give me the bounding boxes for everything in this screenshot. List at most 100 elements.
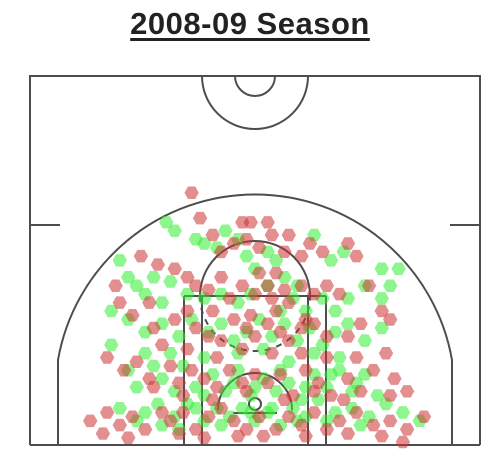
shot-marker-1-87: [260, 376, 275, 390]
shot-marker-0-23: [180, 287, 195, 301]
shot-marker-1-37: [108, 279, 123, 292]
shot-marker-1-4: [243, 216, 258, 229]
shot-marker-0-16: [374, 262, 389, 276]
shot-marker-0-79: [281, 376, 296, 390]
shot-marker-1-137: [298, 429, 313, 443]
shot-marker-1-29: [277, 283, 292, 297]
shot-marker-1-20: [150, 258, 166, 271]
shot-marker-1-97: [399, 385, 415, 398]
shot-marker-1-17: [268, 266, 284, 280]
shot-marker-0-72: [188, 380, 204, 394]
center-circle: [201, 75, 309, 130]
shot-marker-1-122: [306, 406, 322, 419]
shot-marker-0-39: [154, 296, 170, 309]
shot-marker-1-114: [201, 410, 216, 423]
shot-marker-1-116: [226, 414, 242, 428]
shot-marker-0-87: [146, 359, 161, 373]
shot-marker-1-42: [243, 309, 258, 322]
shot-marker-1-124: [332, 414, 347, 428]
shot-marker-1-50: [188, 321, 204, 335]
shot-marker-0-96: [370, 389, 385, 402]
shot-marker-1-99: [175, 389, 191, 402]
shot-marker-1-134: [197, 431, 212, 445]
shot-marker-1-60: [306, 317, 322, 330]
shot-marker-1-98: [146, 380, 161, 394]
shot-marker-1-127: [383, 414, 398, 428]
shot-marker-1-75: [99, 351, 115, 364]
shot-marker-0-67: [104, 338, 119, 352]
shot-marker-1-102: [277, 393, 292, 407]
shot-marker-0-94: [323, 368, 339, 381]
shot-marker-1-129: [416, 410, 432, 423]
shot-marker-1-15: [315, 245, 330, 259]
shot-marker-1-24: [214, 271, 229, 284]
shot-marker-1-23: [201, 283, 216, 297]
shot-marker-0-20: [129, 279, 144, 292]
shot-marker-1-58: [281, 334, 296, 347]
shot-marker-1-132: [121, 431, 136, 445]
shot-marker-1-61: [319, 330, 335, 343]
shot-marker-0-47: [214, 317, 229, 330]
shot-marker-1-36: [361, 279, 377, 292]
shot-marker-1-103: [306, 385, 322, 398]
shot-marker-1-111: [163, 414, 178, 428]
shot-marker-1-57: [273, 325, 288, 339]
shot-marker-1-135: [230, 429, 246, 443]
shot-marker-1-86: [247, 368, 263, 381]
shot-marker-1-13: [281, 228, 296, 242]
shot-marker-1-54: [239, 321, 254, 335]
shot-marker-0-18: [112, 254, 127, 267]
shot-marker-1-3: [260, 216, 275, 229]
shot-marker-1-49: [180, 304, 195, 318]
shot-marker-1-80: [171, 376, 187, 390]
shot-marker-1-56: [260, 317, 275, 330]
shot-marker-0-60: [163, 347, 178, 360]
shot-marker-0-86: [129, 380, 144, 394]
shot-marker-0-21: [146, 271, 161, 284]
shot-marker-1-64: [374, 304, 389, 318]
shot-marker-1-107: [112, 418, 127, 432]
shot-marker-1-12: [252, 241, 267, 254]
shot-marker-0-48: [226, 334, 242, 347]
shot-marker-0-70: [154, 372, 170, 385]
shot-marker-1-110: [154, 406, 170, 419]
shot-marker-1-44: [281, 296, 296, 309]
shot-marker-1-119: [268, 423, 284, 436]
shot-marker-1-9: [205, 228, 220, 242]
shot-marker-1-35: [349, 249, 364, 263]
shot-marker-0-58: [357, 334, 373, 347]
shot-marker-1-62: [340, 330, 356, 343]
shot-marker-0-120: [188, 401, 204, 415]
shot-marker-1-115: [214, 401, 229, 415]
shot-marker-0-97: [137, 406, 153, 419]
shot-marker-0-61: [197, 351, 212, 364]
shot-marker-1-1: [192, 211, 208, 225]
shot-marker-1-136: [256, 429, 271, 443]
shot-marker-1-92: [323, 389, 339, 402]
shot-marker-1-68: [209, 351, 225, 364]
shot-marker-0-17: [391, 262, 406, 276]
shot-marker-0-7: [239, 249, 254, 263]
shot-marker-1-120: [281, 410, 296, 423]
shot-marker-0-5: [218, 224, 233, 238]
shot-marker-0-14: [323, 254, 339, 267]
court-boundary: [29, 75, 481, 445]
shot-marker-1-126: [366, 418, 381, 432]
shot-marker-0-121: [214, 418, 229, 432]
shot-marker-1-10: [226, 237, 242, 250]
shot-marker-1-79: [163, 359, 178, 373]
shot-marker-0-64: [281, 355, 296, 368]
shot-marker-1-18: [260, 279, 275, 292]
shot-marker-0-1: [167, 224, 182, 238]
shot-marker-1-94: [353, 385, 368, 398]
shot-marker-1-7: [294, 249, 309, 263]
free-throw-circle-top: [199, 240, 311, 297]
shot-marker-0-59: [374, 321, 389, 335]
shot-marker-1-16: [252, 266, 267, 280]
shot-marker-0-10: [268, 254, 284, 267]
shot-marker-1-46: [125, 309, 140, 322]
shot-marker-1-65: [383, 313, 398, 326]
shot-marker-1-67: [180, 342, 195, 356]
shot-marker-0-40: [104, 304, 119, 318]
shot-marker-1-40: [167, 262, 182, 276]
